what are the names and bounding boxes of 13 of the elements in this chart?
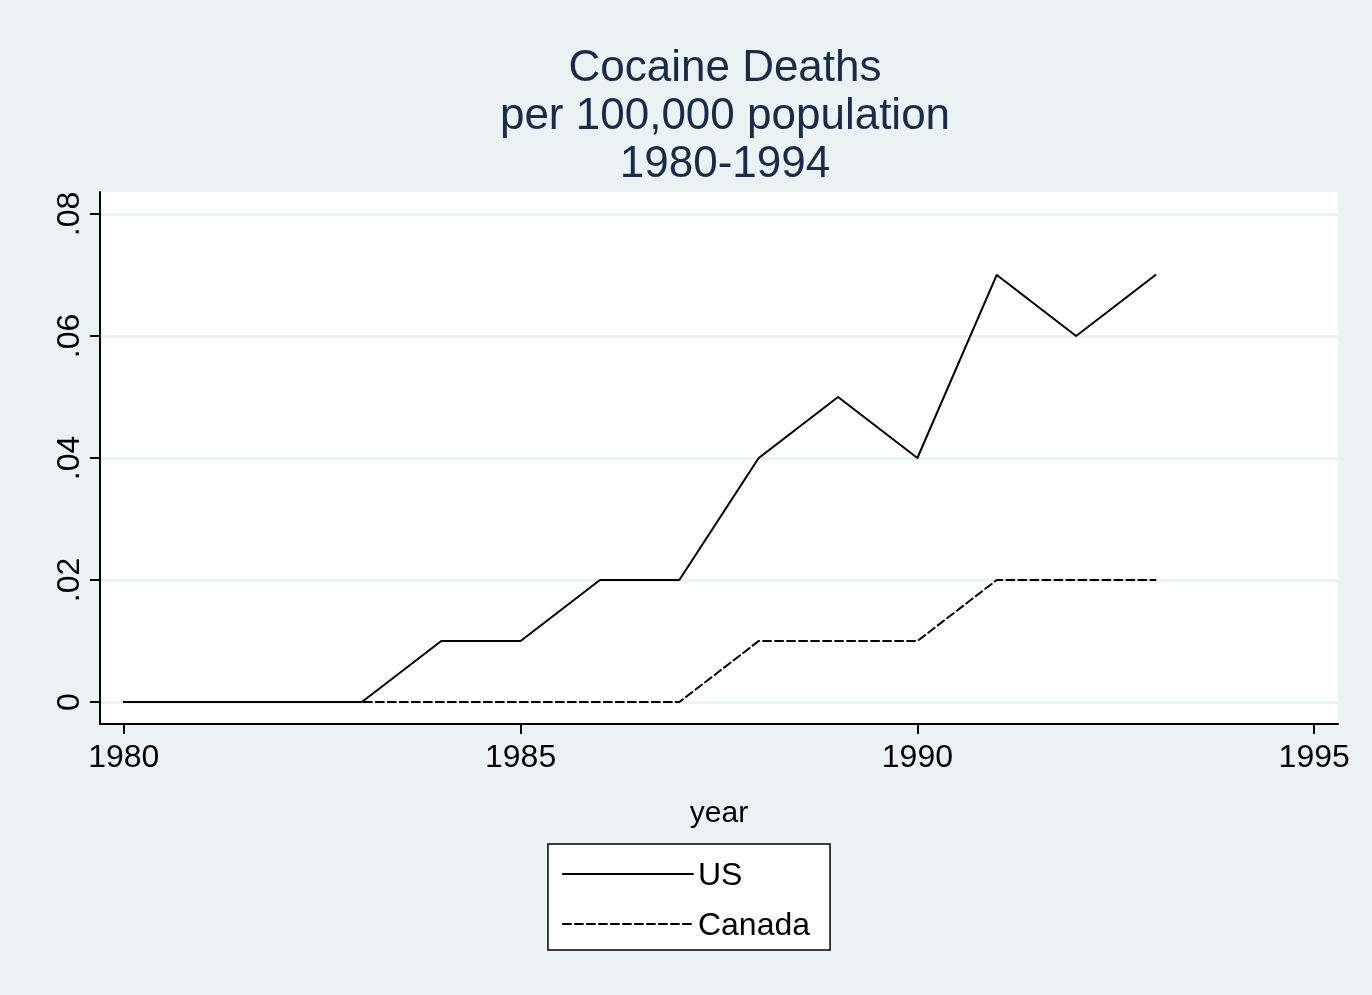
x-tick-label: 1990 <box>881 738 953 774</box>
legend-label: US <box>697 856 743 892</box>
y-tick-label: 0 <box>50 693 86 711</box>
x-axis-title: year <box>689 794 749 828</box>
y-tick-label: .08 <box>50 191 86 237</box>
chart-title: Cocaine Deaths per 100,000 population 1980-1994 <box>499 40 951 186</box>
x-tick-label: 1995 <box>1278 738 1350 774</box>
y-tick-label: .02 <box>50 557 86 603</box>
x-tick-label: 1980 <box>88 738 160 774</box>
legend-label: Canada <box>697 906 811 942</box>
y-tick-label: .06 <box>50 313 86 359</box>
y-tick-label: .04 <box>50 435 86 481</box>
x-tick-label: 1985 <box>485 738 557 774</box>
